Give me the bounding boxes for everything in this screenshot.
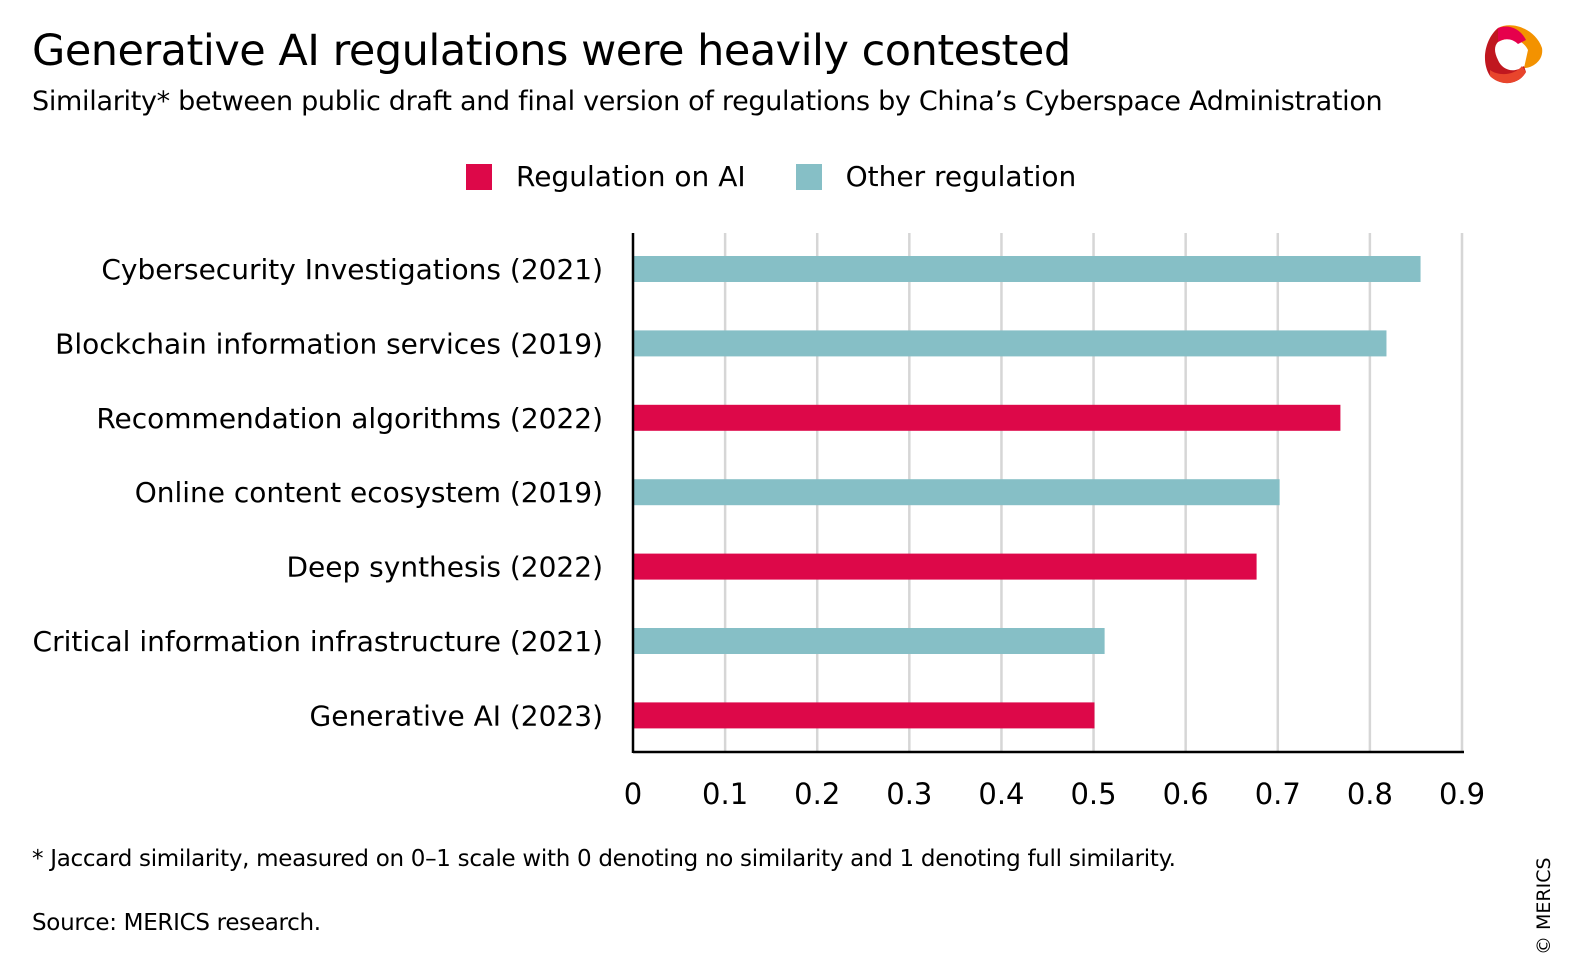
- legend-swatch-other: [795, 163, 822, 190]
- x-tick-label: 0.3: [886, 777, 932, 811]
- merics-logo: [1484, 25, 1543, 84]
- footnote: * Jaccard similarity, measured on 0–1 sc…: [32, 846, 1176, 872]
- legend-swatch-ai: [466, 163, 492, 190]
- legend-label-other: Other regulation: [845, 160, 1077, 193]
- x-tick-label: 0.6: [1163, 777, 1209, 811]
- x-tick-label: 0.1: [702, 777, 748, 811]
- bar: [633, 404, 1341, 431]
- chart-title: Generative AI regulations were heavily c…: [32, 26, 1071, 76]
- x-tick-label: 0.9: [1439, 777, 1485, 811]
- x-tick-label: 0.2: [794, 777, 840, 811]
- category-label: Deep synthesis (2022): [286, 551, 603, 584]
- copyright: © MERICS: [1533, 857, 1555, 955]
- bar: [633, 330, 1387, 357]
- bar: [633, 628, 1105, 654]
- category-label: Generative AI (2023): [310, 699, 603, 732]
- x-tick-label: 0.8: [1347, 777, 1393, 811]
- legend: Regulation on AI Other regulation: [466, 160, 1076, 193]
- category-label: Blockchain information services (2019): [55, 327, 603, 360]
- bar: [633, 479, 1280, 506]
- legend-label-ai: Regulation on AI: [516, 160, 746, 193]
- bar: [633, 702, 1095, 729]
- category-label: Online content ecosystem (2019): [135, 476, 603, 509]
- x-tick-label: 0.4: [978, 777, 1024, 811]
- source-note: Source: MERICS research.: [32, 910, 321, 936]
- x-tick-label: 0.7: [1255, 777, 1301, 811]
- bar: [633, 553, 1257, 580]
- category-label: Critical information infrastructure (202…: [33, 625, 603, 658]
- category-label: Recommendation algorithms (2022): [96, 402, 603, 435]
- x-tick-label: 0.5: [1070, 777, 1116, 811]
- category-label: Cybersecurity Investigations (2021): [101, 253, 603, 286]
- x-tick-label: 0: [624, 777, 642, 811]
- chart-subtitle: Similarity* between public draft and fin…: [32, 86, 1383, 117]
- bar: [633, 256, 1421, 282]
